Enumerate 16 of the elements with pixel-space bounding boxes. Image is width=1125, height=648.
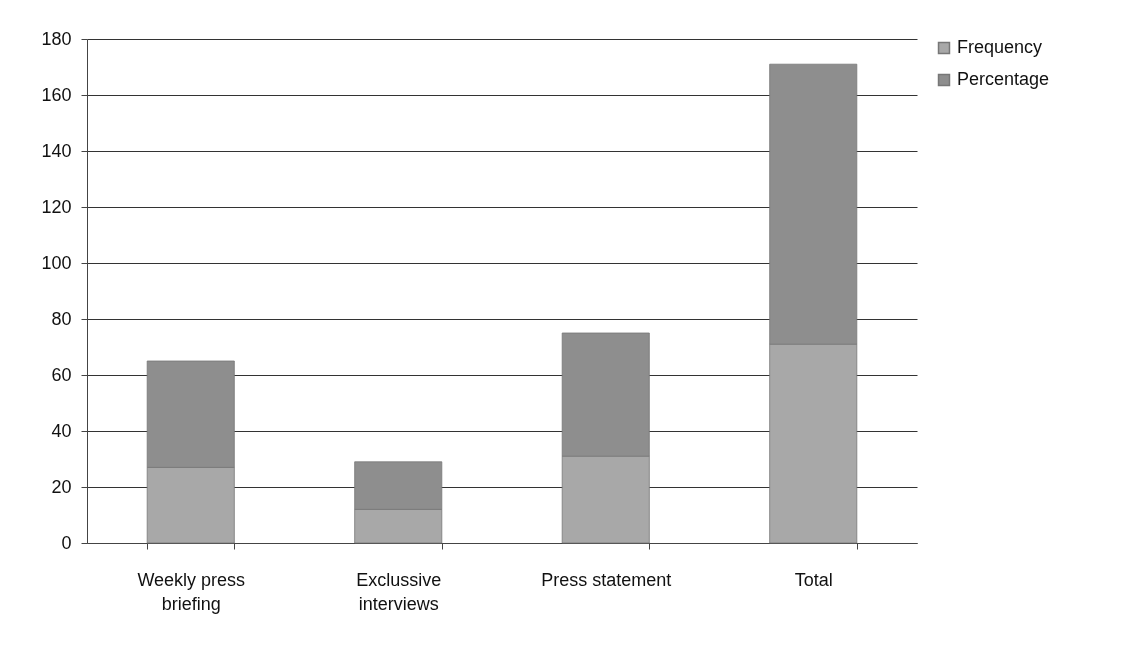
x-tick-label: Weekly press briefing [137, 569, 246, 614]
x-tick-label: Press statement [541, 569, 672, 590]
legend-label: Percentage [957, 69, 1050, 89]
y-tick-label: 100 [41, 252, 72, 273]
x-tick-label: Total [794, 569, 833, 590]
y-tick-label: 120 [41, 196, 72, 217]
y-tick-label: 80 [51, 308, 72, 329]
x-tick-label: Exclussive interviews [356, 569, 442, 614]
y-tick-label: 0 [61, 532, 72, 553]
y-tick-label: 40 [51, 420, 72, 441]
y-tick-label: 180 [41, 28, 72, 49]
y-tick-label: 140 [41, 140, 72, 161]
y-tick-label: 20 [51, 476, 72, 497]
y-tick-label: 60 [51, 364, 72, 385]
legend-label: Frequency [957, 37, 1043, 57]
y-tick-label: 160 [41, 84, 72, 105]
